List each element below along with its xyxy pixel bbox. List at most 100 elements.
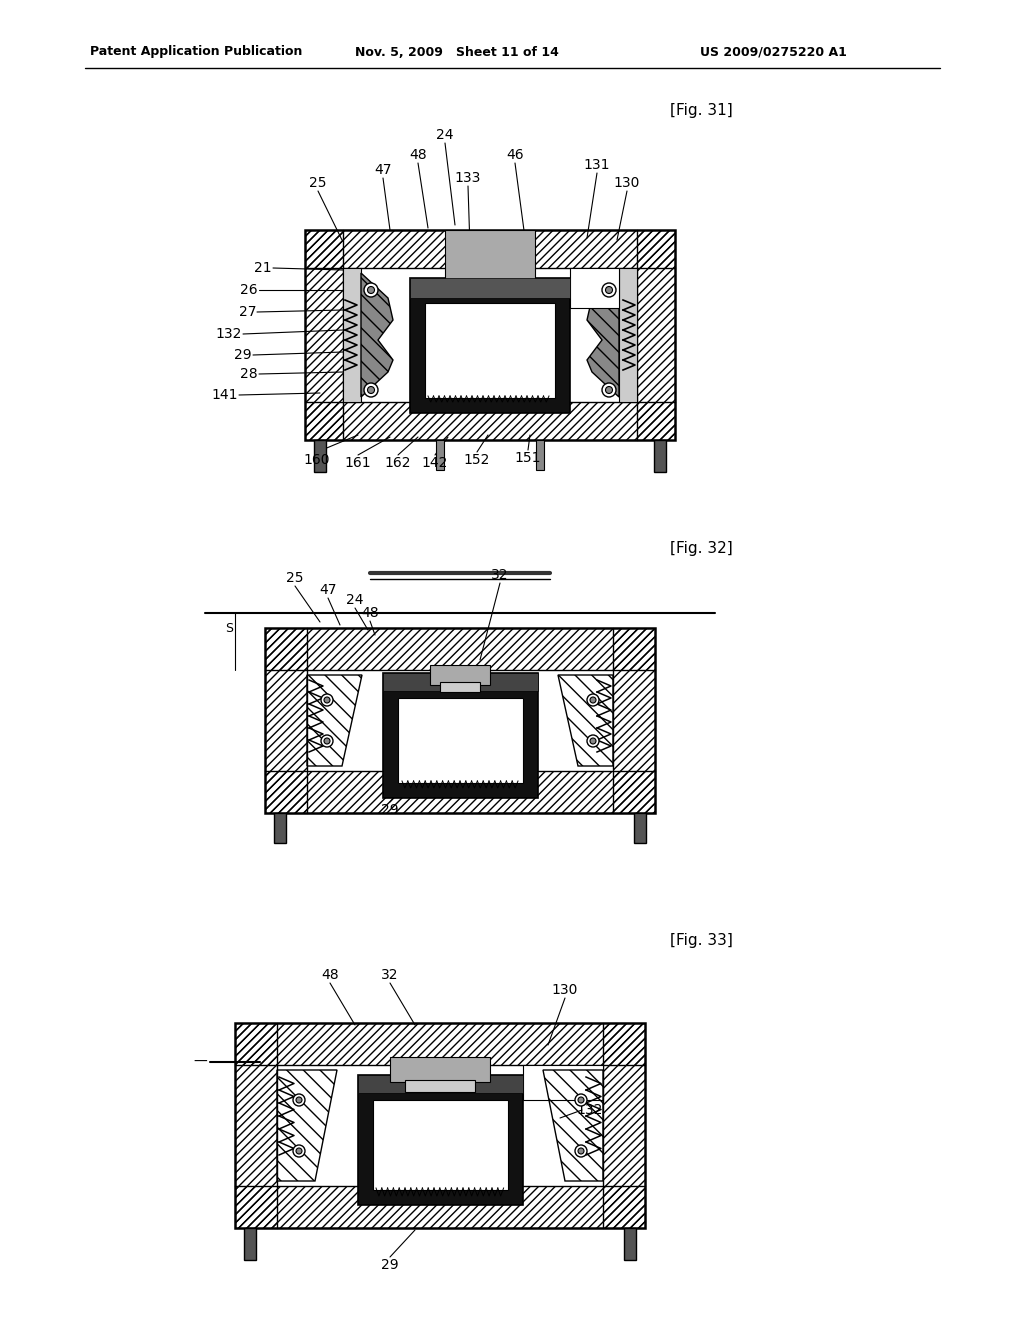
Text: 151: 151 bbox=[515, 451, 542, 465]
Bar bbox=[445, 230, 535, 282]
Text: 161: 161 bbox=[345, 455, 372, 470]
Text: 28: 28 bbox=[241, 367, 258, 381]
Bar bbox=[274, 813, 286, 843]
Text: 133: 133 bbox=[455, 172, 481, 185]
Text: [Fig. 31]: [Fig. 31] bbox=[670, 103, 733, 117]
Text: 25: 25 bbox=[287, 572, 304, 585]
Text: 131: 131 bbox=[584, 158, 610, 172]
Bar bbox=[265, 628, 307, 813]
Circle shape bbox=[602, 383, 616, 397]
Text: 32: 32 bbox=[492, 568, 509, 582]
Bar bbox=[305, 230, 675, 268]
Circle shape bbox=[321, 735, 333, 747]
Bar bbox=[234, 1023, 278, 1228]
Bar bbox=[383, 673, 538, 799]
Text: —: — bbox=[194, 1055, 207, 1069]
Bar bbox=[358, 1074, 523, 1093]
Circle shape bbox=[605, 387, 612, 393]
Bar bbox=[436, 440, 444, 470]
Text: 141: 141 bbox=[212, 388, 238, 403]
Text: 29: 29 bbox=[381, 803, 398, 817]
Text: 142: 142 bbox=[422, 455, 449, 470]
Circle shape bbox=[578, 1097, 584, 1104]
Circle shape bbox=[575, 1094, 587, 1106]
Circle shape bbox=[293, 1144, 305, 1158]
Bar bbox=[265, 771, 655, 813]
Bar bbox=[234, 1023, 645, 1065]
Circle shape bbox=[578, 1148, 584, 1154]
Text: 32: 32 bbox=[381, 968, 398, 982]
Bar bbox=[406, 1080, 475, 1092]
Text: 130: 130 bbox=[613, 176, 640, 190]
Bar bbox=[234, 1185, 645, 1228]
Bar bbox=[425, 304, 555, 399]
Bar bbox=[410, 279, 570, 413]
Text: 48: 48 bbox=[410, 148, 427, 162]
Circle shape bbox=[293, 1094, 305, 1106]
Bar bbox=[570, 268, 618, 308]
Text: 46: 46 bbox=[506, 148, 524, 162]
Text: 29: 29 bbox=[234, 348, 252, 362]
Text: 48: 48 bbox=[361, 606, 379, 620]
Bar bbox=[603, 1023, 645, 1228]
Circle shape bbox=[587, 694, 599, 706]
Bar bbox=[265, 628, 655, 813]
Bar bbox=[390, 1057, 490, 1082]
Bar bbox=[358, 1074, 523, 1205]
Bar bbox=[383, 673, 538, 690]
Circle shape bbox=[321, 694, 333, 706]
Bar bbox=[637, 230, 675, 440]
Circle shape bbox=[296, 1097, 302, 1104]
Text: 132: 132 bbox=[216, 327, 242, 341]
Text: 24: 24 bbox=[436, 128, 454, 143]
Bar bbox=[613, 628, 655, 813]
Polygon shape bbox=[361, 273, 393, 397]
Text: 48: 48 bbox=[322, 968, 339, 982]
Bar bbox=[373, 1100, 508, 1191]
Bar bbox=[398, 698, 523, 783]
Text: 130: 130 bbox=[552, 983, 579, 997]
Circle shape bbox=[602, 282, 616, 297]
Text: [Fig. 33]: [Fig. 33] bbox=[670, 932, 733, 948]
Text: 27: 27 bbox=[239, 305, 256, 319]
Bar bbox=[634, 813, 646, 843]
Bar bbox=[305, 230, 675, 440]
Bar bbox=[624, 1228, 636, 1261]
Circle shape bbox=[324, 697, 330, 704]
Text: Nov. 5, 2009   Sheet 11 of 14: Nov. 5, 2009 Sheet 11 of 14 bbox=[355, 45, 559, 58]
Circle shape bbox=[590, 697, 596, 704]
Bar bbox=[618, 268, 637, 403]
Bar bbox=[265, 628, 655, 671]
Circle shape bbox=[575, 1144, 587, 1158]
Text: [Fig. 32]: [Fig. 32] bbox=[670, 540, 733, 556]
Polygon shape bbox=[587, 273, 618, 397]
Text: 162: 162 bbox=[385, 455, 412, 470]
Bar bbox=[234, 1023, 645, 1228]
Bar bbox=[343, 268, 361, 403]
Bar bbox=[654, 440, 666, 473]
Bar bbox=[440, 682, 480, 692]
Bar bbox=[536, 440, 544, 470]
Circle shape bbox=[296, 1148, 302, 1154]
Text: 152: 152 bbox=[464, 453, 490, 467]
Text: 132: 132 bbox=[577, 1104, 603, 1117]
Circle shape bbox=[324, 738, 330, 744]
Circle shape bbox=[587, 735, 599, 747]
Bar bbox=[523, 1065, 603, 1100]
Text: 21: 21 bbox=[254, 261, 272, 275]
Text: 47: 47 bbox=[374, 162, 392, 177]
Circle shape bbox=[368, 387, 375, 393]
Text: 29: 29 bbox=[381, 1258, 398, 1272]
Text: 160: 160 bbox=[304, 453, 331, 467]
Text: 47: 47 bbox=[319, 583, 337, 597]
Text: S: S bbox=[225, 622, 233, 635]
Bar bbox=[244, 1228, 256, 1261]
Circle shape bbox=[368, 286, 375, 293]
Text: US 2009/0275220 A1: US 2009/0275220 A1 bbox=[700, 45, 847, 58]
Text: 26: 26 bbox=[241, 282, 258, 297]
Circle shape bbox=[605, 286, 612, 293]
Bar bbox=[305, 230, 343, 440]
Text: Patent Application Publication: Patent Application Publication bbox=[90, 45, 302, 58]
Circle shape bbox=[590, 738, 596, 744]
Text: 25: 25 bbox=[309, 176, 327, 190]
